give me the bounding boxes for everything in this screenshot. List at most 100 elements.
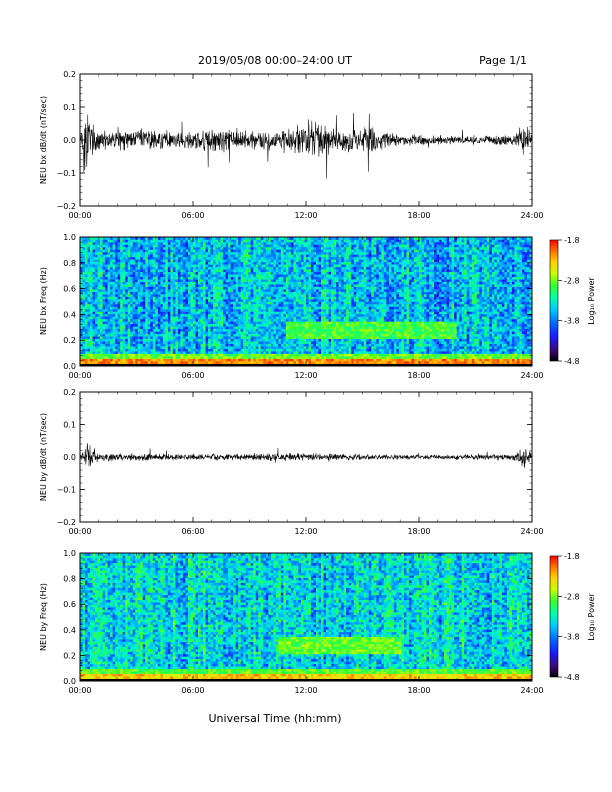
- spectrogram-cell: [193, 281, 196, 285]
- spectrogram-cell: [273, 316, 277, 320]
- spectrogram-cell: [137, 251, 141, 255]
- spectrogram-cell: [255, 308, 259, 312]
- spectrogram-cell: [110, 254, 113, 258]
- spectrogram-cell: [82, 264, 86, 268]
- spectrogram-cell: [92, 318, 96, 322]
- spectrogram-cell: [215, 306, 219, 310]
- spectrogram-cell: [112, 351, 116, 354]
- spectrogram-cell: [120, 286, 123, 290]
- spectrogram-cell: [145, 274, 149, 277]
- spectrogram-cell: [263, 338, 267, 342]
- spectrogram-cell: [210, 341, 214, 344]
- spectrogram-cell: [112, 321, 116, 325]
- spectrogram-cell: [172, 361, 176, 364]
- spectrogram-cell: [255, 237, 259, 240]
- spectrogram-cell: [167, 311, 171, 315]
- spectrogram-cell: [250, 269, 254, 273]
- spectrogram-cell: [258, 251, 262, 255]
- spectrogram-cell: [268, 246, 272, 250]
- spectrogram-cell: [155, 299, 159, 302]
- spectrogram-cell: [147, 341, 151, 344]
- spectrogram-cell: [117, 311, 121, 315]
- spectrogram-cell: [270, 249, 274, 253]
- spectrogram-cell: [220, 328, 224, 332]
- spectrogram-cell: [172, 338, 176, 342]
- spectrogram-cell: [210, 259, 214, 263]
- spectrogram-cell: [295, 318, 299, 322]
- spectrogram-cell: [160, 328, 164, 332]
- spectrogram-cell: [100, 256, 103, 260]
- spectrogram-cell: [95, 286, 98, 290]
- spectrogram-cell: [255, 299, 259, 302]
- spectrogram-cell: [100, 313, 103, 317]
- spectrogram-cell: [130, 311, 134, 315]
- spectrogram-cell: [87, 316, 91, 320]
- spectrogram-cell: [110, 351, 113, 354]
- spectrogram-cell: [117, 246, 121, 250]
- spectrogram-cell: [295, 308, 299, 312]
- spectrogram-cell: [228, 296, 231, 300]
- spectrogram-cell: [290, 239, 294, 243]
- spectrogram-cell: [300, 361, 304, 364]
- spectrogram-cell: [238, 353, 242, 357]
- spectrogram-cell: [140, 279, 144, 282]
- spectrogram-cell: [248, 361, 252, 364]
- spectrogram-cell: [205, 326, 209, 330]
- spectrogram-cell: [243, 246, 247, 250]
- spectrogram-cell: [157, 244, 161, 248]
- spectrogram-cell: [205, 318, 209, 322]
- spectrogram-cell: [177, 264, 181, 268]
- spectrogram-cell: [165, 294, 169, 297]
- spectrogram-cell: [182, 246, 186, 250]
- spectrogram-cell: [308, 353, 312, 357]
- spectrogram-cell: [285, 353, 289, 357]
- spectrogram-cell: [135, 343, 139, 347]
- spectrogram-cell: [253, 316, 257, 320]
- spectrogram-cell: [290, 269, 294, 273]
- spectrogram-cell: [255, 289, 259, 292]
- spectrogram-cell: [150, 346, 154, 349]
- spectrogram-cell: [288, 264, 292, 268]
- spectrogram-cell: [115, 239, 118, 243]
- spectrogram-cell: [265, 333, 269, 337]
- spectrogram-cell: [182, 291, 186, 295]
- spectrogram-cell: [127, 244, 131, 248]
- spectrogram-cell: [303, 341, 307, 344]
- spectrogram-cell: [120, 284, 123, 287]
- spectrogram-cell: [245, 246, 249, 250]
- spectrogram-cell: [293, 321, 297, 325]
- spectrogram-cell: [90, 331, 93, 335]
- spectrogram-cell: [218, 281, 221, 285]
- spectrogram-cell: [311, 249, 314, 253]
- spectrogram-cell: [235, 254, 239, 258]
- spectrogram-cell: [102, 299, 106, 302]
- spectrogram-cell: [240, 254, 244, 258]
- spectrogram-cell: [177, 308, 181, 312]
- spectrogram-cell: [240, 259, 244, 263]
- spectrogram-cell: [200, 291, 204, 295]
- spectrogram-cell: [132, 316, 136, 320]
- spectrogram-cell: [185, 299, 189, 302]
- spectrogram-cell: [228, 266, 231, 270]
- spectrogram-cell: [107, 303, 111, 307]
- spectrogram-cell: [255, 361, 259, 364]
- spectrogram-cell: [220, 348, 224, 352]
- spectrogram-cell: [162, 244, 166, 248]
- spectrogram-cell: [177, 346, 181, 349]
- spectrogram-cell: [230, 333, 234, 337]
- spectrogram-cell: [280, 299, 284, 302]
- spectrogram-cell: [298, 274, 302, 277]
- spectrogram-cell: [117, 321, 121, 325]
- spectrogram-cell: [208, 281, 211, 285]
- spectrogram-cell: [102, 274, 106, 277]
- spectrogram-cell: [187, 326, 191, 330]
- spectrogram-cell: [265, 316, 269, 320]
- spectrogram-cell: [280, 356, 284, 359]
- spectrogram-cell: [175, 326, 179, 330]
- spectrogram-cell: [228, 294, 231, 297]
- spectrogram-cell: [157, 321, 161, 325]
- spectrogram-cell: [117, 294, 121, 297]
- spectrogram-cell: [265, 346, 269, 349]
- spectrogram-cell: [120, 326, 123, 330]
- spectrogram-cell: [100, 249, 103, 253]
